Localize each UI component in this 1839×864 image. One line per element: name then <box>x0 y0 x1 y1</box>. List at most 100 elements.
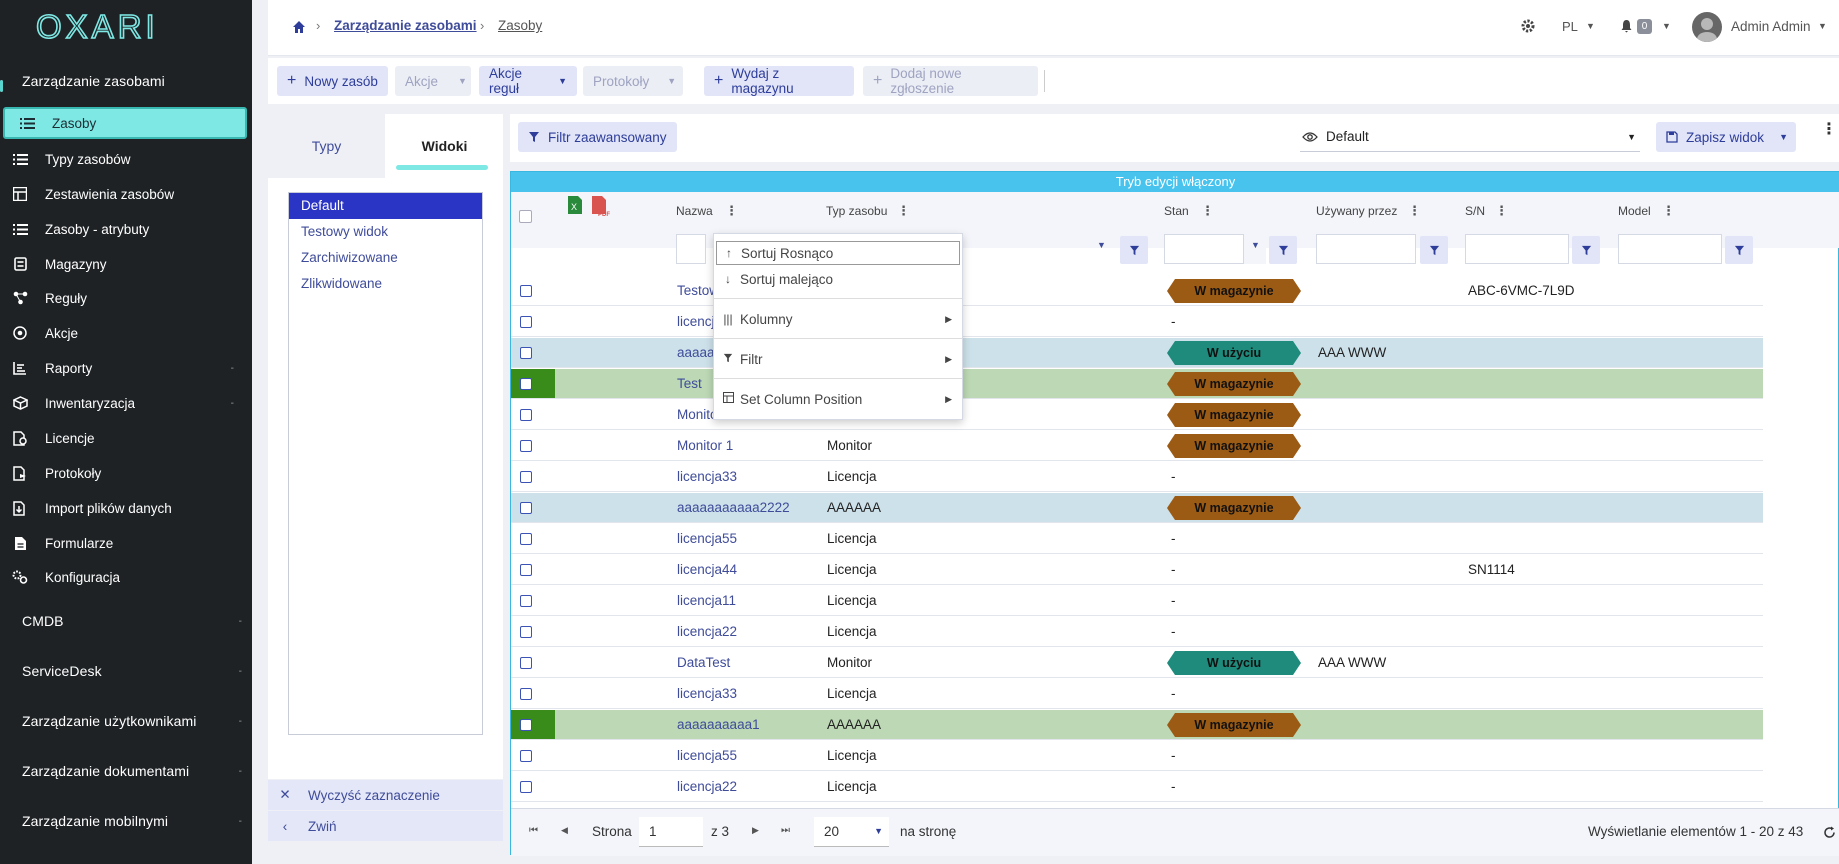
sidebar-section-cmdb[interactable]: CMDB <box>22 613 64 629</box>
cell-name[interactable]: licencja55 <box>677 748 738 763</box>
cell-name[interactable]: licencja55 <box>677 531 738 546</box>
next-page-icon[interactable]: ▶ <box>752 825 759 835</box>
prev-page-icon[interactable]: ◀ <box>561 825 568 835</box>
filter-button-icon[interactable] <box>1269 236 1297 264</box>
save-view-button[interactable]: Zapisz widok ▼ <box>1656 122 1796 152</box>
cell-name[interactable]: aaaaa <box>677 345 715 360</box>
collapse-button[interactable]: ‹ Zwiń <box>268 811 503 841</box>
user-name[interactable]: Admin Admin <box>1731 19 1811 34</box>
row-checkbox[interactable] <box>520 409 532 421</box>
row-checkbox[interactable] <box>520 719 532 731</box>
row-checkbox[interactable] <box>520 595 532 607</box>
tab-types[interactable]: Typy <box>268 114 385 178</box>
table-row[interactable]: licencja11 Licencja - <box>511 586 1763 616</box>
sidebar-item-typy-zasobów[interactable]: Typy zasobów <box>12 145 244 173</box>
table-row[interactable]: licencj - <box>511 307 1763 337</box>
row-checkbox[interactable] <box>520 285 532 297</box>
filter-input-model[interactable] <box>1618 234 1722 264</box>
sidebar-section-documents[interactable]: Zarządzanie dokumentami <box>22 763 190 779</box>
breadcrumb-parent[interactable]: Zarządzanie zasobami <box>334 18 477 33</box>
language-selector[interactable]: PL <box>1562 19 1578 34</box>
filter-button-icon[interactable] <box>1420 236 1448 264</box>
filter-button-icon[interactable] <box>1725 236 1753 264</box>
issue-from-warehouse-button[interactable]: + Wydaj z magazynu <box>704 66 854 96</box>
table-row[interactable]: licencja22 Licencja - <box>511 772 1763 802</box>
column-header-name[interactable]: Nazwa <box>676 204 713 218</box>
column-header-sn[interactable]: S/N <box>1465 204 1486 218</box>
sidebar-section-mobile[interactable]: Zarządzanie mobilnymi <box>22 813 169 829</box>
menu-item-set-column-position[interactable]: Set Column Position ▶ <box>716 387 960 411</box>
chevron-down-icon[interactable]: ▼ <box>1818 21 1827 31</box>
column-menu-icon[interactable]: ⋮ <box>1495 203 1508 218</box>
protocols-dropdown[interactable]: Protokoły ▼ <box>583 66 683 96</box>
sidebar-item-akcje[interactable]: Akcje <box>12 319 244 347</box>
row-checkbox[interactable] <box>520 564 532 576</box>
clear-selection-button[interactable]: ✕ Wyczyść zaznaczenie <box>268 780 503 810</box>
column-menu-icon[interactable]: ⋮ <box>1408 203 1421 218</box>
chevron-down-icon[interactable]: ▼ <box>1251 240 1260 250</box>
more-options-icon[interactable]: ⋮ <box>1821 121 1837 138</box>
breadcrumb-current[interactable]: Zasoby <box>498 18 543 33</box>
menu-item-filter[interactable]: Filtr ▶ <box>716 347 960 371</box>
sidebar-section-zarzadzanie-zasobami[interactable]: Zarządzanie zasobami <box>22 73 165 89</box>
add-ticket-button[interactable]: + Dodaj nowe zgłoszenie <box>863 66 1038 96</box>
table-row[interactable]: licencja33 Licencja - <box>511 679 1763 709</box>
sidebar-item-raporty[interactable]: Raporty - <box>12 354 244 382</box>
row-checkbox[interactable] <box>520 657 532 669</box>
chevron-down-icon[interactable]: ▼ <box>1662 21 1671 31</box>
cell-name[interactable]: licencja33 <box>677 469 738 484</box>
select-all-checkbox[interactable] <box>519 210 532 223</box>
filter-state-dropdown[interactable] <box>1244 234 1266 264</box>
filter-input-sn[interactable] <box>1465 234 1569 264</box>
avatar[interactable] <box>1692 12 1722 42</box>
row-checkbox[interactable] <box>520 471 532 483</box>
page-size-select[interactable]: 20 ▼ <box>814 817 889 847</box>
table-row[interactable]: Testow W magazynie ABC-6VMC-7L9D <box>511 276 1763 306</box>
sidebar-item-licencje[interactable]: Licencje <box>12 424 244 452</box>
table-row[interactable]: Monitor 1 Monitor W magazynie <box>511 431 1763 461</box>
sidebar-item-zasoby-atrybuty[interactable]: Zasoby - atrybuty <box>12 215 244 243</box>
view-item-default[interactable]: Default <box>289 193 482 219</box>
view-item-liquidated[interactable]: Zlikwidowane <box>301 276 383 291</box>
filter-input-name[interactable] <box>676 234 706 264</box>
row-checkbox[interactable] <box>520 440 532 452</box>
table-row[interactable]: aaaaa W użyciu AAA WWW <box>511 338 1763 368</box>
row-checkbox[interactable] <box>520 781 532 793</box>
row-checkbox[interactable] <box>520 533 532 545</box>
sidebar-item-magazyny[interactable]: Magazyny <box>12 250 244 278</box>
row-checkbox[interactable] <box>520 316 532 328</box>
table-row[interactable]: Test W magazynie <box>511 369 1763 399</box>
gear-icon[interactable] <box>1520 18 1536 34</box>
cell-name[interactable]: DataTest <box>677 655 731 670</box>
sidebar-item-import-plików-danych[interactable]: Import plików danych <box>12 494 244 522</box>
new-asset-button[interactable]: + Nowy zasób <box>277 66 388 96</box>
pdf-export-icon[interactable]: PDF <box>591 195 611 217</box>
table-row[interactable]: licencja55 Licencja - <box>511 741 1763 771</box>
row-checkbox[interactable] <box>520 688 532 700</box>
cell-name[interactable]: aaaaaaaaaaa2222 <box>677 500 790 515</box>
bell-icon[interactable] <box>1620 19 1633 33</box>
sidebar-item-formularze[interactable]: Formularze <box>12 529 244 557</box>
excel-export-icon[interactable]: X <box>567 195 583 215</box>
table-row[interactable]: licencja55 Licencja - <box>511 524 1763 554</box>
menu-item-sort-asc[interactable]: ↑ Sortuj Rosnąco <box>716 241 960 265</box>
column-header-used-by[interactable]: Używany przez <box>1316 204 1398 218</box>
cell-name[interactable]: Testow <box>677 283 720 298</box>
cell-name[interactable]: licencja22 <box>677 624 738 639</box>
sidebar-item-zestawienia-zasobów[interactable]: Zestawienia zasobów <box>12 180 244 208</box>
row-checkbox[interactable] <box>520 378 532 390</box>
row-checkbox[interactable] <box>520 347 532 359</box>
row-checkbox[interactable] <box>520 750 532 762</box>
sidebar-section-users[interactable]: Zarządzanie użytkownikami <box>22 713 197 729</box>
view-item-archived[interactable]: Zarchiwizowane <box>301 250 398 265</box>
cell-name[interactable]: aaaaaaaaaa1 <box>677 717 760 732</box>
table-row[interactable]: licencja33 Licencja - <box>511 462 1763 492</box>
sidebar-item-reguły[interactable]: Reguły <box>12 284 244 312</box>
cell-name[interactable]: licencja44 <box>677 562 738 577</box>
filter-button-icon[interactable] <box>1572 236 1600 264</box>
view-select[interactable]: Default ▼ <box>1300 122 1640 152</box>
actions-dropdown[interactable]: Akcje ▼ <box>395 66 471 96</box>
cell-name[interactable]: Test <box>677 376 702 391</box>
row-checkbox[interactable] <box>520 502 532 514</box>
page-input[interactable]: 1 <box>639 817 703 847</box>
